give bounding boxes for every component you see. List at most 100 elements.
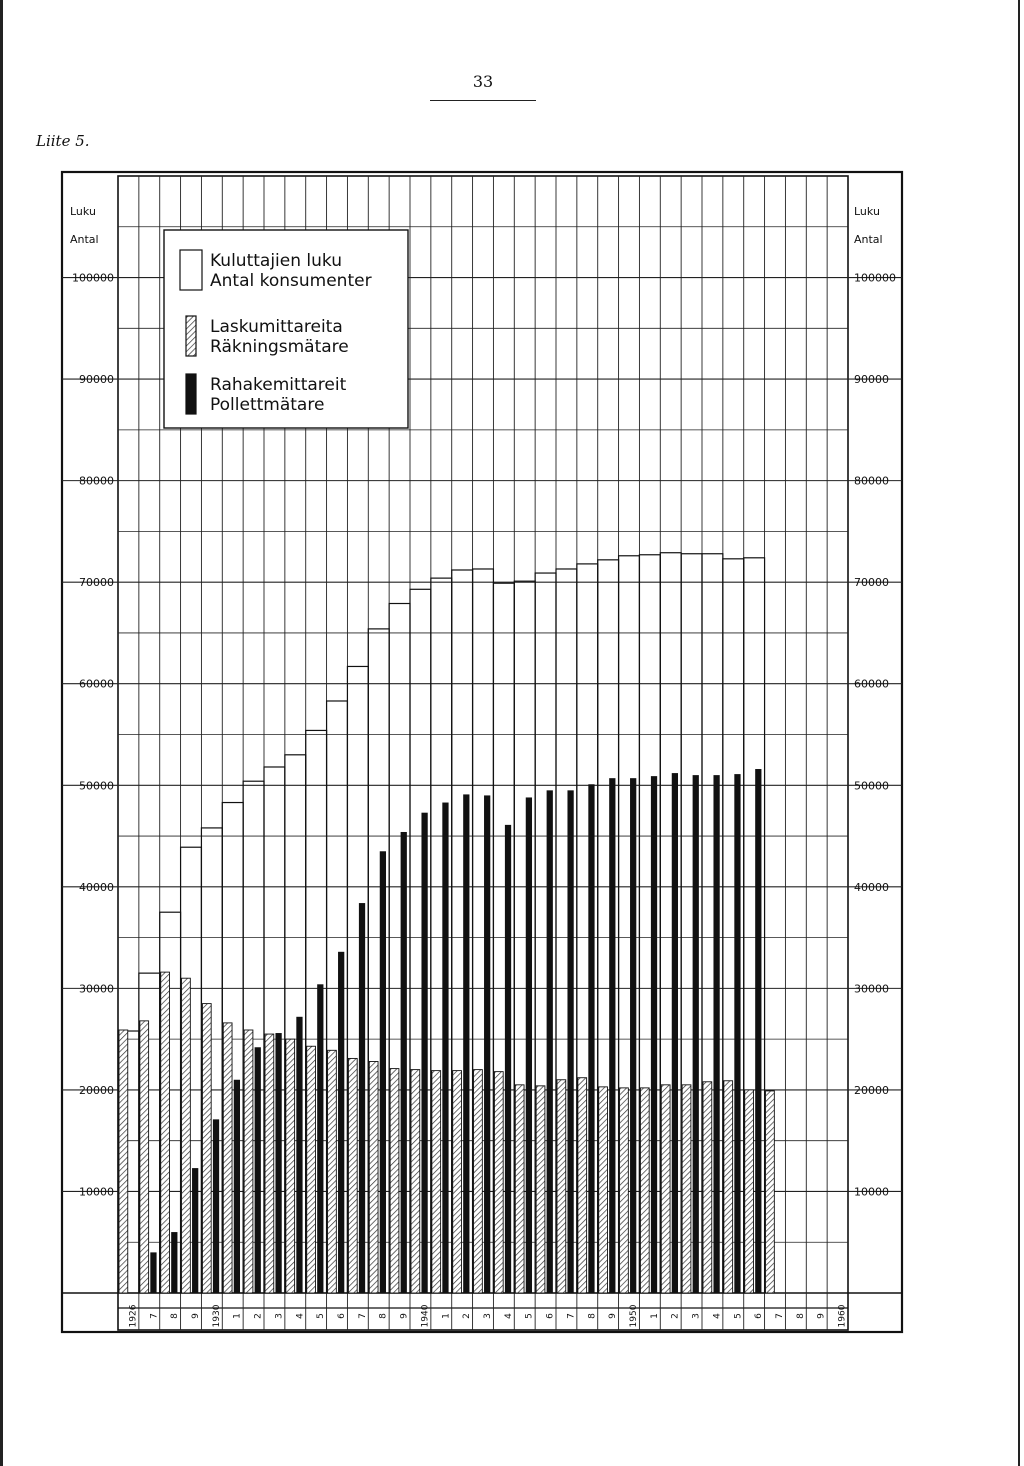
bar-pollettmatare	[713, 775, 720, 1293]
bar-pollettmatare	[546, 790, 553, 1293]
x-tick-label: 4	[295, 1313, 305, 1319]
x-tick-label: 3	[692, 1313, 702, 1319]
scan-right-edge	[1018, 0, 1020, 1466]
y-axis-title-right: Luku	[854, 205, 880, 218]
bar-rakningsmatare	[598, 1086, 608, 1294]
y-tick-label-right: 80000	[854, 475, 889, 488]
x-tick-label: 6	[754, 1313, 764, 1319]
y-tick-label-right: 60000	[854, 678, 889, 691]
legend-swatch	[185, 315, 197, 357]
x-tick-label: 7	[775, 1313, 785, 1319]
y-tick-label-left: 60000	[79, 678, 114, 691]
bar-pollettmatare	[150, 1252, 157, 1293]
chart-ticks: 100000 90000 80000 70000 60000 50000 40000 3000…	[70, 205, 896, 1327]
bar-rakningsmatare	[347, 1057, 358, 1294]
bar-rakningsmatare	[264, 1033, 275, 1294]
bar-pollettmatare	[275, 1033, 282, 1293]
bar-rakningsmatare	[765, 1090, 775, 1294]
bar-pollettmatare	[484, 795, 491, 1293]
x-tick-label: 1926	[128, 1304, 138, 1327]
y-tick-label-left: 20000	[79, 1084, 114, 1097]
y-tick-label-left: 30000	[79, 982, 114, 995]
scan-left-edge	[0, 0, 3, 1466]
x-tick-label: 3	[483, 1313, 493, 1319]
x-tick-label: 5	[525, 1313, 535, 1319]
bar-pollettmatare	[609, 778, 616, 1293]
legend-label-sv: Antal konsumenter	[210, 271, 372, 291]
y-tick-label-left: 70000	[79, 576, 114, 589]
y-axis-title-right: Antal	[854, 233, 883, 246]
x-tick-label: 8	[379, 1313, 389, 1319]
bar-pollettmatare	[567, 790, 574, 1293]
bar-pollettmatare	[463, 794, 470, 1293]
bar-pollettmatare	[650, 776, 658, 1293]
y-tick-label-right: 90000	[854, 373, 889, 386]
bar-rakningsmatare	[723, 1080, 734, 1294]
x-tick-label: 9	[191, 1313, 201, 1319]
x-tick-label: 3	[274, 1313, 284, 1319]
page-number: 33	[472, 72, 494, 91]
bar-pollettmatare	[171, 1232, 178, 1293]
x-tick-label: 4	[712, 1313, 722, 1319]
bar-pollettmatare	[734, 774, 741, 1293]
y-tick-label-left: 90000	[79, 373, 114, 386]
bar-rakningsmatare	[306, 1045, 316, 1294]
x-tick-label: 9	[817, 1313, 827, 1319]
bar-rakningsmatare	[181, 977, 191, 1294]
x-tick-label: 9	[608, 1313, 618, 1319]
bar-rakningsmatare	[285, 1038, 296, 1294]
x-tick-label: 2	[254, 1313, 264, 1319]
chart-bars	[117, 552, 775, 1294]
x-tick-label: 6	[546, 1313, 556, 1319]
y-axis-title-left: Antal	[70, 233, 99, 246]
legend-label-fi: Laskumittareita	[210, 317, 343, 337]
y-tick-label-left: 100000	[72, 272, 114, 285]
bar-pollettmatare	[525, 797, 533, 1293]
x-tick-label: 1950	[629, 1304, 639, 1327]
x-tick-label: 1930	[212, 1304, 222, 1327]
bar-rakningsmatare	[160, 971, 170, 1294]
bar-rakningsmatare	[493, 1071, 504, 1294]
bar-rakningsmatare	[243, 1029, 254, 1294]
x-tick-label: 8	[587, 1313, 597, 1319]
x-tick-label: 8	[796, 1313, 806, 1319]
bar-pollettmatare	[192, 1168, 199, 1293]
bar-pollettmatare	[296, 1016, 303, 1293]
x-tick-label: 1	[650, 1313, 660, 1319]
bar-rakningsmatare	[201, 1003, 212, 1294]
x-tick-label: 7	[149, 1313, 159, 1319]
bar-pollettmatare	[692, 775, 699, 1293]
bar-rakningsmatare	[639, 1087, 650, 1294]
legend-label-fi: Rahakemittareit	[210, 375, 347, 395]
x-tick-label: 1940	[420, 1304, 430, 1327]
bar-rakningsmatare	[577, 1077, 588, 1294]
x-tick-label: 8	[170, 1313, 180, 1319]
x-tick-label: 6	[337, 1313, 347, 1319]
bar-pollettmatare	[588, 784, 595, 1293]
bar-pollettmatare	[338, 951, 345, 1293]
y-tick-label-right: 20000	[854, 1084, 889, 1097]
x-tick-label: 4	[504, 1313, 514, 1319]
bar-rakningsmatare	[514, 1084, 525, 1294]
bar-rakningsmatare	[368, 1061, 379, 1294]
x-tick-label: 9	[400, 1313, 410, 1319]
x-tick-label: 1960	[838, 1304, 848, 1327]
bar-pollettmatare	[379, 851, 387, 1293]
bar-rakningsmatare	[452, 1070, 462, 1294]
y-tick-label-right: 10000	[854, 1185, 889, 1198]
x-tick-label: 7	[566, 1313, 576, 1319]
y-tick-label-right: 40000	[854, 881, 889, 894]
legend-swatch	[179, 249, 203, 291]
bar-rakningsmatare	[744, 1089, 754, 1294]
y-tick-label-left: 50000	[79, 779, 114, 792]
x-tick-label: 2	[671, 1313, 681, 1319]
x-tick-label: 2	[462, 1313, 472, 1319]
bar-pollettmatare	[400, 831, 407, 1293]
y-tick-label-left: 80000	[79, 475, 114, 488]
bar-rakningsmatare	[389, 1068, 400, 1294]
bar-rakningsmatare	[556, 1079, 567, 1294]
legend-box	[163, 229, 409, 429]
bar-consumers	[743, 557, 766, 1294]
bar-pollettmatare	[317, 984, 324, 1293]
